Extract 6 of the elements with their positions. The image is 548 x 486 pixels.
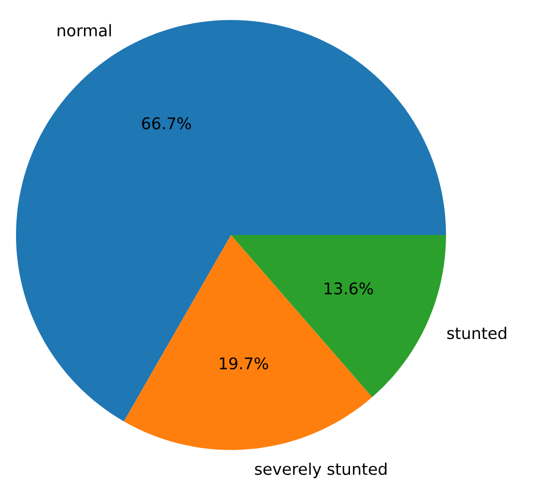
data-label: 13.6% — [324, 282, 373, 294]
data-label: 66.7% — [142, 117, 191, 130]
slice-label: normal — [58, 24, 111, 36]
data-label: 19.7% — [220, 357, 268, 370]
slice-label: stunted — [447, 326, 506, 340]
slice-label: severely stunted — [255, 462, 386, 478]
